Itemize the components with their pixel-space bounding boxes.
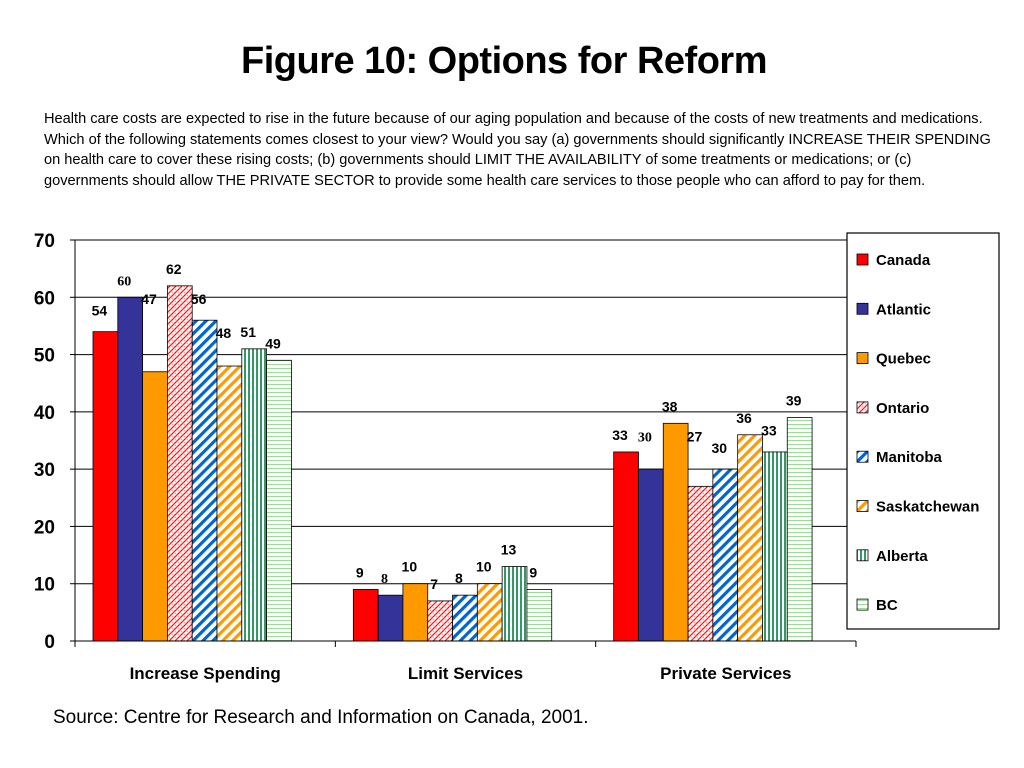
bar-canada [352,589,379,642]
data-label: 48 [216,325,232,341]
legend-label: Saskatchewan [876,499,979,516]
data-label: 27 [687,428,703,444]
legend-swatch-alberta [856,549,869,562]
data-label: 9 [529,564,537,580]
data-label: 49 [265,335,281,351]
bar-bc [526,589,553,642]
data-label: 9 [356,564,364,580]
bar-canada [613,451,639,642]
bar-bc [786,417,813,642]
legend-label: Manitoba [876,449,942,466]
bar-ontario [687,485,714,642]
legend-swatch-quebec [856,352,869,365]
legend-swatch-ontario [856,401,869,414]
data-label: 47 [141,291,157,307]
legend-swatch-bc [856,598,869,611]
data-label: 10 [476,559,492,575]
bar-ontario [427,600,453,642]
y-tick-label: 30 [34,460,55,481]
page-title: Figure 10: Options for Reform [241,40,767,82]
y-tick-label: 40 [34,403,55,424]
bar-atlantic [377,594,404,642]
bar-atlantic [638,468,664,642]
bar-alberta [241,348,268,642]
data-label: 54 [92,302,108,318]
data-label: 33 [612,427,628,443]
legend-swatch-saskatchewan [856,500,869,512]
data-label: 60 [117,274,131,289]
data-label: 8 [381,572,388,587]
bar-bc [266,359,292,642]
y-tick-label: 0 [44,632,55,653]
data-label: 33 [761,423,777,439]
bar-manitoba [191,319,218,642]
bar-canada [92,331,119,642]
data-label: 39 [786,393,802,409]
legend-swatch-manitoba [856,450,869,463]
bar-saskatchewan [476,583,503,642]
legend-label: Alberta [876,548,928,565]
bar-manitoba [712,468,739,642]
bar-alberta [501,566,528,642]
bar-chart: 54 60 47 62 56 48 51 49 9 8 10 7 8 10 13 9 33 30 38 27 30 36 3… [34,231,1000,683]
y-tick-label: 10 [34,575,55,596]
data-label: 51 [240,324,256,340]
data-label: 62 [166,261,182,277]
x-category-label: Limit Services [408,664,523,683]
data-label: 56 [191,291,207,307]
data-label: 8 [455,570,463,586]
y-tick-label: 50 [34,346,55,367]
data-label: 30 [638,430,652,445]
data-label: 36 [736,410,752,426]
legend-label: Quebec [876,351,931,368]
bar-alberta [762,451,788,642]
legend-label: Canada [876,252,931,269]
data-label: 7 [430,576,438,592]
source-note: Source: Centre for Research and Informat… [53,707,589,728]
y-tick-label: 60 [34,288,55,309]
data-label: 10 [402,559,418,575]
x-category-label: Private Services [660,664,791,683]
bar-saskatchewan [216,365,243,642]
y-tick-label: 70 [34,231,55,252]
legend-label: Atlantic [876,301,931,318]
bar-quebec [402,583,429,642]
bar-quebec [142,371,168,642]
legend-box [846,232,1000,630]
data-label: 13 [501,542,517,558]
legend-label: Ontario [876,400,929,417]
data-label: 38 [662,398,678,414]
question-text: Health care costs are expected to rise i… [44,111,991,189]
bar-saskatchewan [737,434,763,642]
bar-quebec [662,422,689,642]
data-label: 30 [711,440,727,456]
legend-swatch-atlantic [856,302,869,315]
legend-label: BC [876,597,898,614]
x-category-label: Increase Spending [130,664,281,683]
legend-swatch-canada [856,253,869,266]
bar-atlantic [117,296,144,642]
y-tick-label: 20 [34,517,55,538]
bar-ontario [166,285,193,642]
bar-manitoba [452,594,478,642]
